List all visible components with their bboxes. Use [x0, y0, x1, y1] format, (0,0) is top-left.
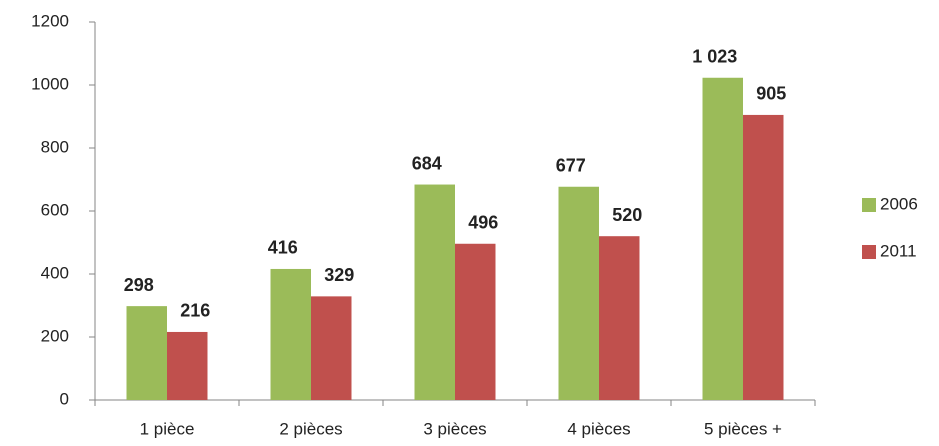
data-label: 216	[180, 301, 210, 321]
y-tick-label: 600	[41, 200, 69, 219]
x-tick-label: 5 pièces +	[704, 419, 782, 438]
data-label: 677	[556, 155, 586, 175]
data-label: 496	[468, 213, 498, 233]
y-tick-label: 800	[41, 137, 69, 156]
data-label: 329	[324, 265, 354, 285]
x-tick-label: 2 pièces	[279, 419, 342, 438]
y-tick-label: 0	[60, 389, 69, 408]
bar	[558, 186, 599, 400]
data-label: 520	[612, 205, 642, 225]
bar	[270, 268, 311, 400]
data-label: 905	[756, 84, 786, 104]
legend-label: 2006	[880, 194, 918, 213]
x-tick-label: 1 pièce	[140, 419, 195, 438]
y-tick-label: 400	[41, 263, 69, 282]
bar	[455, 243, 496, 400]
x-tick-label: 3 pièces	[423, 419, 486, 438]
bar	[599, 236, 640, 400]
y-tick-label: 1200	[31, 11, 69, 30]
data-label: 1 023	[692, 47, 737, 67]
bar	[702, 77, 743, 400]
data-label: 416	[268, 238, 298, 258]
bar	[311, 296, 352, 400]
y-tick-label: 1000	[31, 74, 69, 93]
y-tick-label: 200	[41, 326, 69, 345]
bar	[167, 331, 208, 400]
bar	[126, 306, 167, 400]
legend-label: 2011	[880, 241, 917, 260]
bar	[414, 184, 455, 400]
data-label: 298	[124, 275, 154, 295]
data-label: 684	[412, 153, 442, 173]
bar	[743, 114, 784, 401]
x-tick-label: 4 pièces	[567, 419, 630, 438]
legend-swatch	[862, 198, 876, 212]
legend-swatch	[862, 245, 876, 259]
